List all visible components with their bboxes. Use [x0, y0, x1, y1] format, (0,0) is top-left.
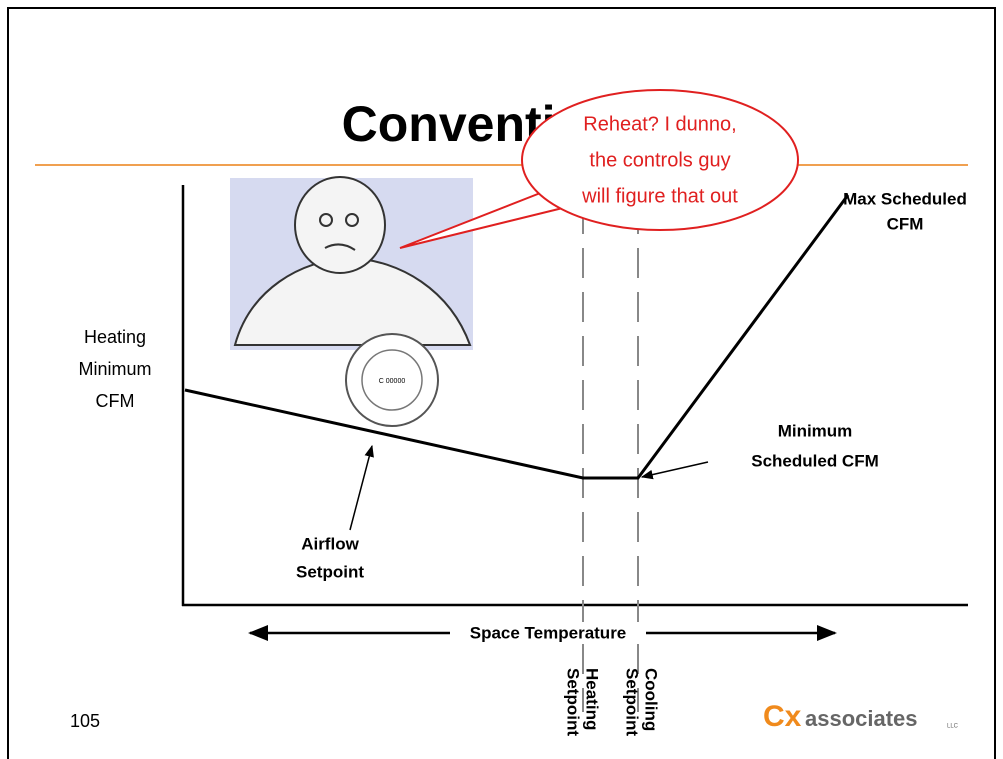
slide-frame — [7, 7, 996, 759]
cooling-label: Cooling — [642, 668, 661, 731]
min-label: Scheduled CFM — [751, 451, 879, 470]
y-axis-label: Heating — [84, 327, 146, 347]
logo-mark: Cx — [763, 700, 802, 733]
airflow-label: Setpoint — [296, 562, 364, 581]
bubble-line: Reheat? I dunno, — [583, 113, 736, 135]
max-label: CFM — [887, 214, 924, 233]
heating-label: Setpoint — [564, 668, 583, 736]
logo-name: associates — [805, 706, 918, 731]
airflow-arrow — [349, 444, 374, 531]
max-label: Max Scheduled — [843, 189, 967, 208]
airflow-curve — [184, 194, 850, 480]
min-arrow — [640, 461, 709, 480]
speech-bubble — [521, 89, 799, 231]
bubble-line: the controls guy — [589, 149, 730, 171]
meme-image — [230, 176, 473, 350]
logo-suffix: LLC — [947, 724, 959, 730]
x-axis-label: Space Temperature — [470, 623, 627, 642]
page-number: 105 — [70, 711, 100, 731]
label-bg — [450, 622, 646, 644]
cooling-label: Setpoint — [623, 668, 642, 736]
y-axis-label: Minimum — [78, 359, 151, 379]
logo: Cx associates LLC — [763, 700, 959, 733]
min-label: Minimum — [778, 421, 853, 440]
airflow-label: Airflow — [301, 534, 359, 553]
heating-label: Heating — [583, 668, 602, 730]
bubble-line: will figure that out — [581, 185, 738, 207]
seal-text: C 00000 — [379, 378, 406, 385]
engineer-seal: C 00000 — [345, 333, 439, 427]
y-axis-label: CFM — [96, 391, 135, 411]
